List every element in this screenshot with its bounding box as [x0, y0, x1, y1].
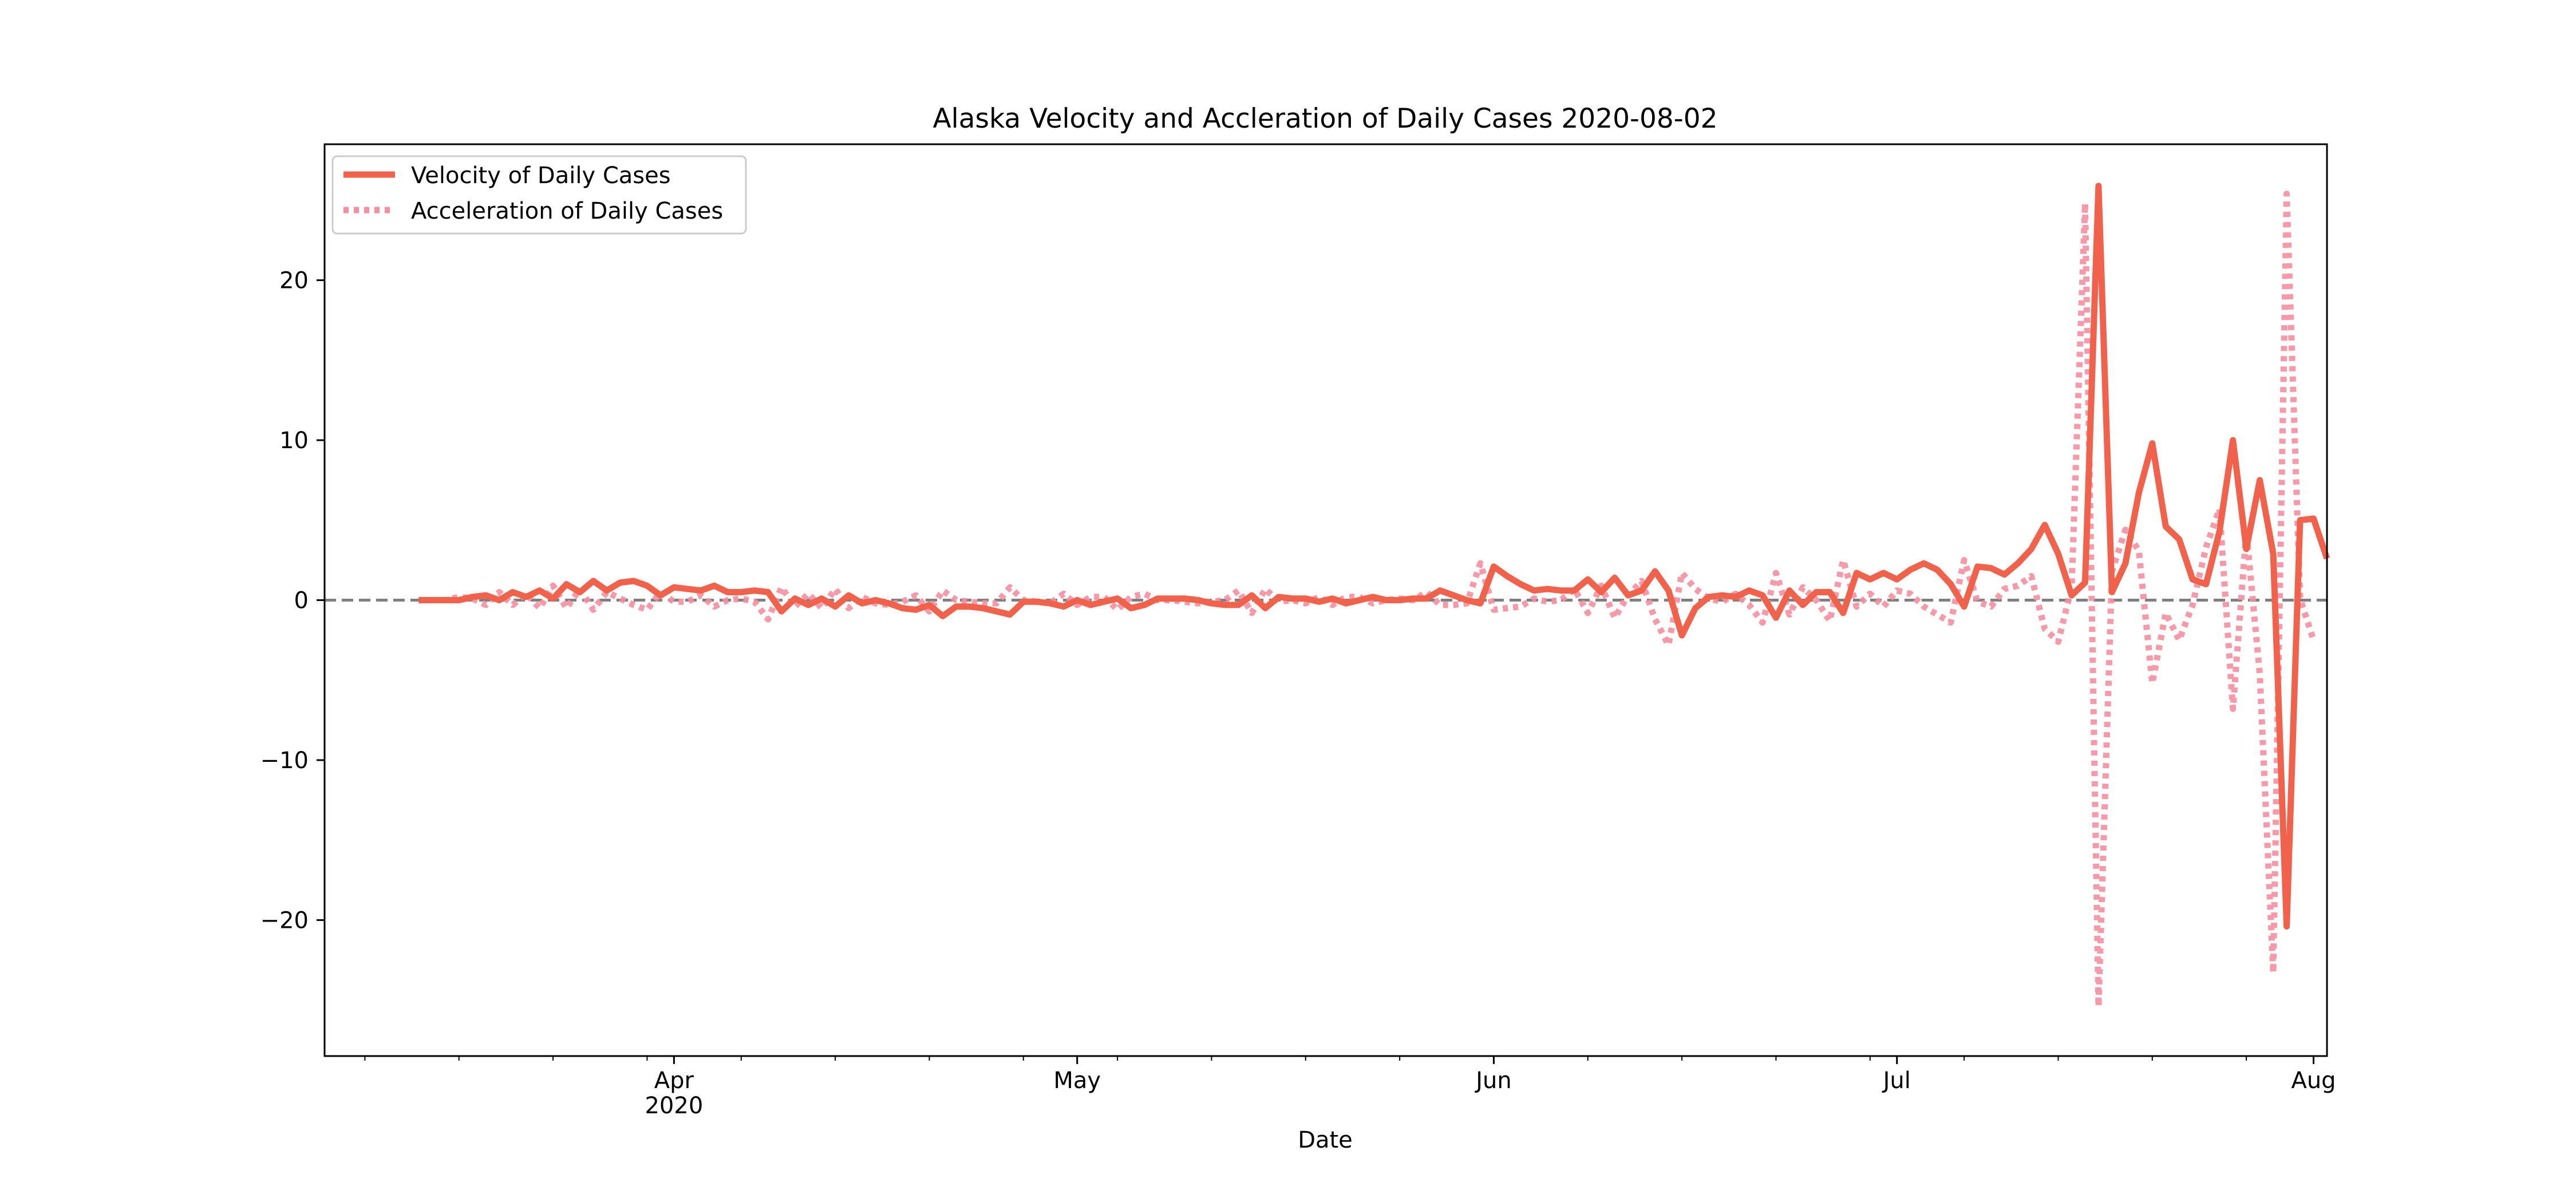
acceleration-series — [432, 191, 2317, 1010]
legend-box — [331, 155, 747, 235]
series-line-acceleration-of-daily-cases — [432, 191, 2317, 1010]
y-axis: −20 −10 0 10 20 — [260, 268, 325, 934]
y-tick-label: −20 — [260, 907, 309, 934]
legend-label-velocity: Velocity of Daily Cases — [411, 163, 671, 189]
chart-title: Alaska Velocity and Accleration of Daily… — [933, 103, 1717, 135]
x-tick-label: Jun — [1474, 1067, 1512, 1094]
x-tick-label: Apr — [654, 1067, 694, 1094]
velocity-series — [418, 183, 2330, 930]
x-axis-label: Date — [1298, 1127, 1353, 1153]
x-tick-label: May — [1053, 1067, 1101, 1094]
plot-area — [325, 183, 2330, 1010]
y-tick-label: 10 — [279, 428, 309, 454]
series-line-velocity-of-daily-cases — [418, 183, 2330, 930]
y-tick-label: 20 — [279, 268, 309, 294]
y-tick-label: −10 — [260, 748, 309, 774]
y-tick-label: 0 — [294, 588, 309, 614]
legend: Velocity of Daily Cases Acceleration of … — [331, 155, 747, 235]
x-tick-label: Jul — [1882, 1067, 1911, 1094]
legend-label-acceleration: Acceleration of Daily Cases — [411, 198, 723, 224]
x-tick-year-label: 2020 — [645, 1093, 703, 1119]
x-tick-label: Aug — [2291, 1067, 2336, 1094]
